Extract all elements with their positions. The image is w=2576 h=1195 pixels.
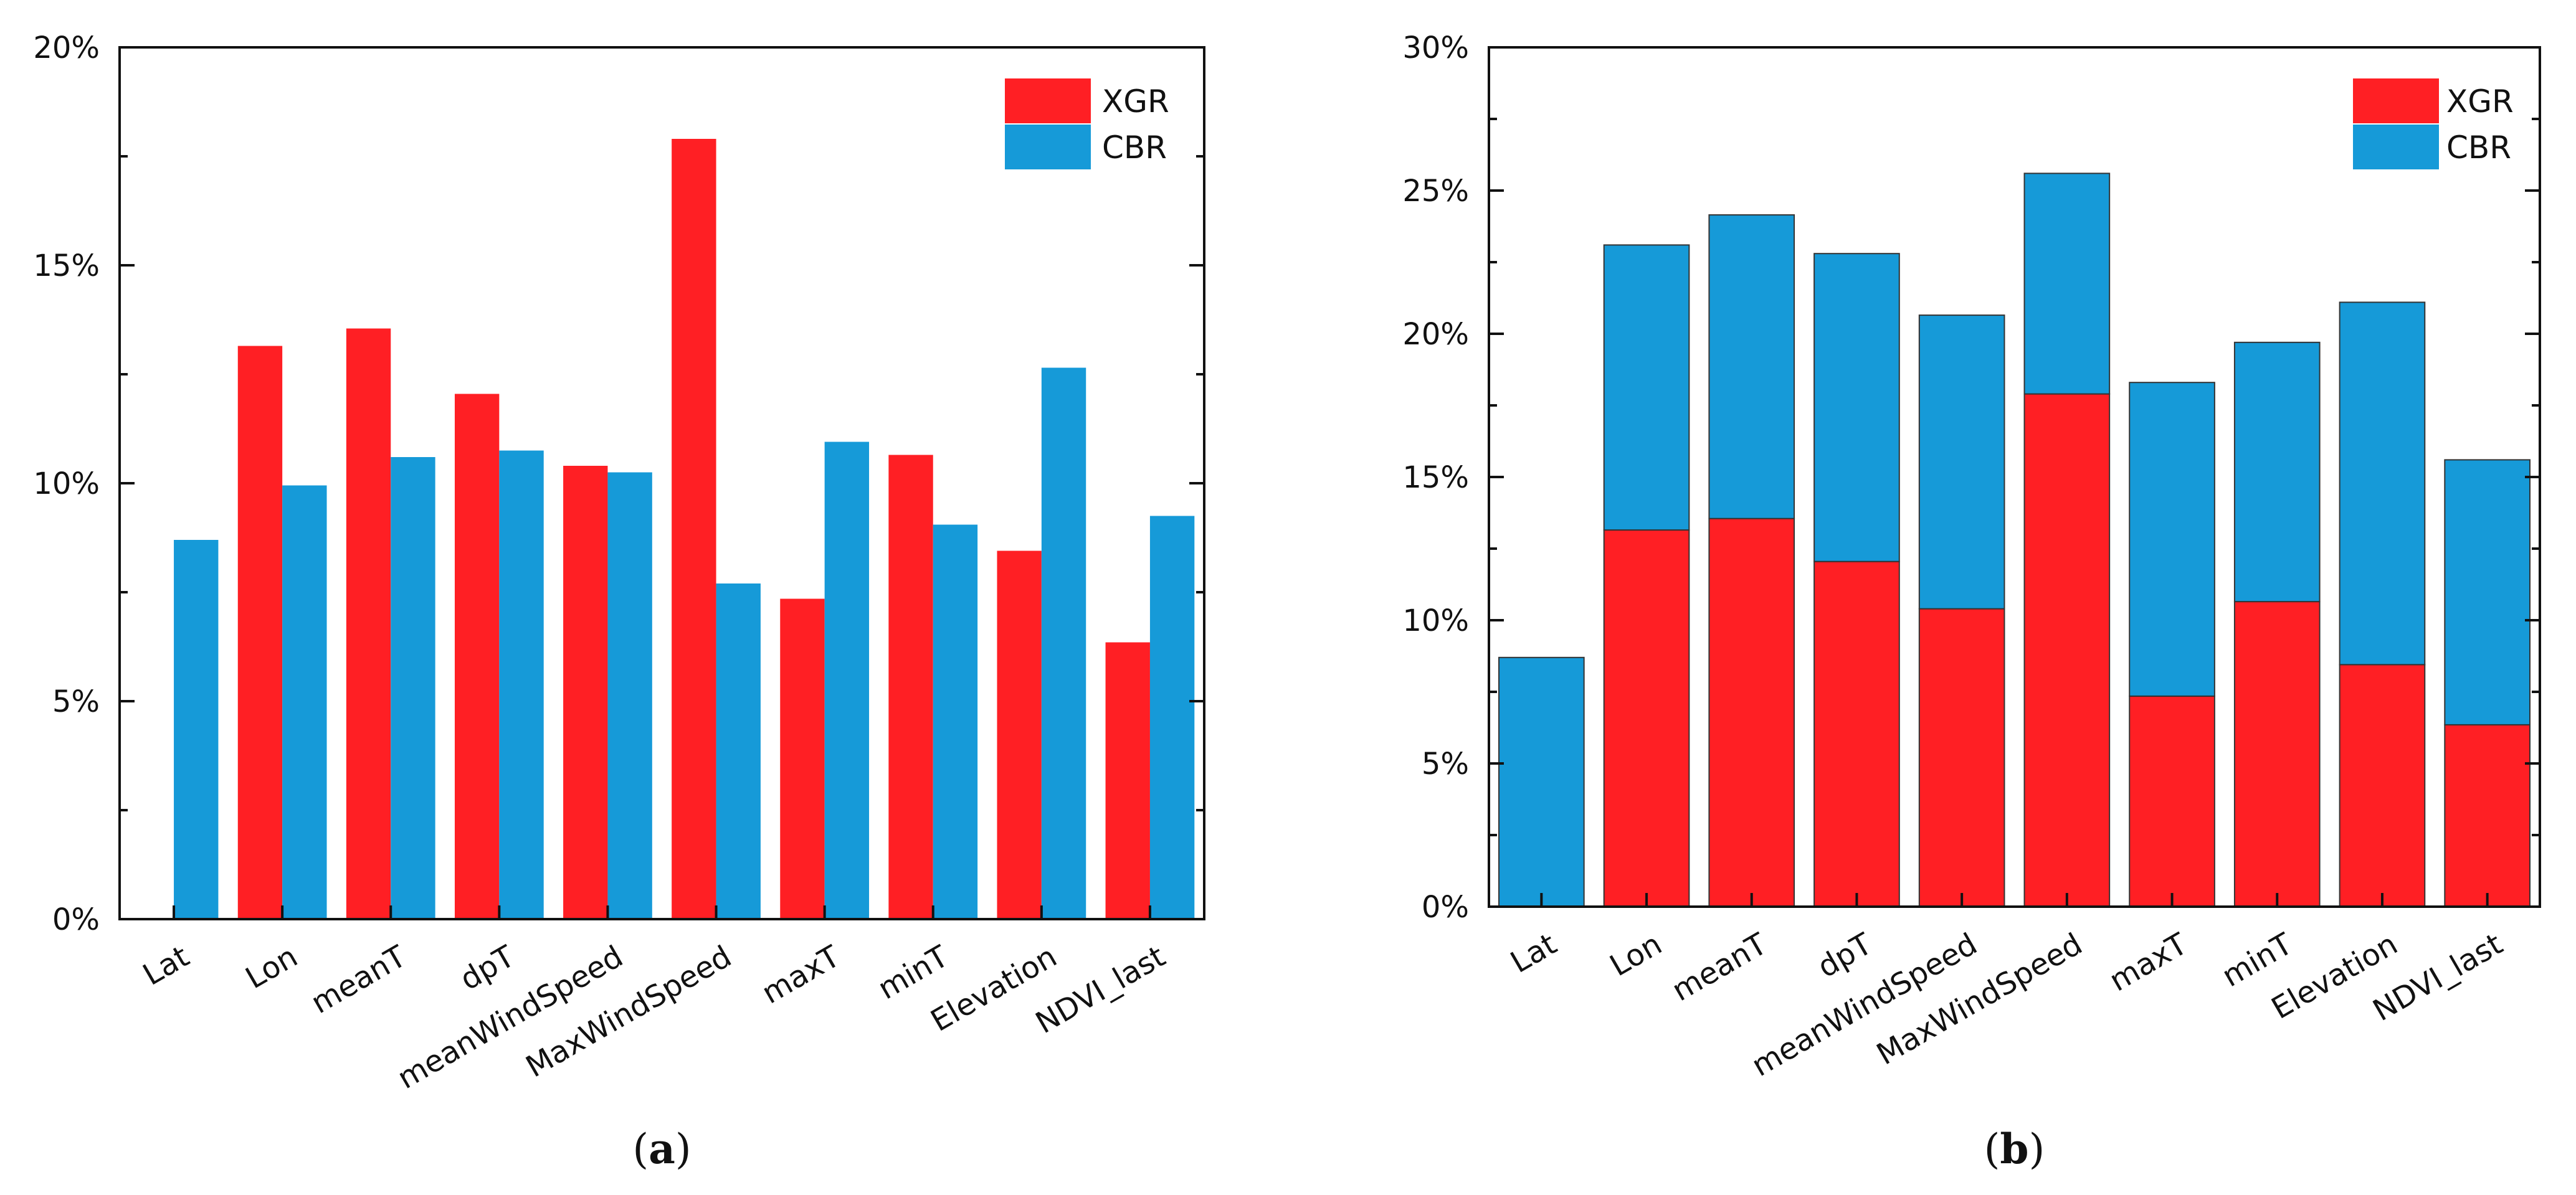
bar-cbr-ndvi-last <box>1149 516 1195 919</box>
bar-cbr-meant <box>391 457 435 919</box>
bar-xgr-meanwindspeed <box>563 466 608 919</box>
bar-xgr-maxt <box>780 598 825 919</box>
bar-cbr-meanwindspeed <box>607 472 652 919</box>
bar-xgr-lon <box>237 346 283 919</box>
bar-cbr-meanwindspeed <box>1918 314 2005 610</box>
y-tick-label-5: 5% <box>52 684 100 719</box>
y-tick-label-30: 30% <box>1402 31 1469 65</box>
bar-xgr-elevation <box>2339 664 2426 908</box>
y-axis-panel-a: 0% 5% 10% 15% 20% <box>33 31 1204 937</box>
bar-cbr-maxt <box>824 442 870 919</box>
x-tick-label-maxt: maxT <box>2104 927 2194 999</box>
bar-cbr-mint <box>933 524 978 919</box>
x-tick-label-lat: Lat <box>137 939 195 993</box>
bar-xgr-meant <box>346 328 391 919</box>
chart-panel-a: 0%5%10%15%20%Lat Lon meanT dpTmeanWindSpeed… <box>33 31 1205 1173</box>
x-tick-label-lon: Lon <box>1604 927 1668 983</box>
y-tick-label-10: 10% <box>1402 603 1469 638</box>
bar-xgr-elevation <box>997 550 1042 919</box>
bar-cbr-meant <box>1708 214 1795 519</box>
legend-panel-a: XGR CBR <box>1005 78 1169 169</box>
x-tick-label-lat: Lat <box>1504 927 1562 980</box>
bar-xgr-mint <box>2233 601 2321 907</box>
bars-panel-a <box>174 139 1195 919</box>
bar-cbr-dpt <box>499 450 544 919</box>
legend-label-cbr: CBR <box>1102 130 1167 166</box>
y-tick-label-15: 15% <box>33 248 100 283</box>
legend-label-xgr: XGR <box>2446 83 2514 120</box>
bar-cbr-lat <box>1498 656 1585 908</box>
bar-cbr-lon <box>1603 244 1690 531</box>
legend-swatch-cbr <box>2353 125 2439 169</box>
panel-label-b: (b) <box>1984 1125 2045 1173</box>
y-tick-label-5: 5% <box>1422 747 1469 782</box>
bar-cbr-lat <box>174 540 219 919</box>
legend-swatch-xgr <box>1005 78 1091 123</box>
bar-xgr-meant <box>1708 517 1795 907</box>
legend-panel-b: XGR CBR <box>2353 78 2514 169</box>
y-tick-label-0: 0% <box>52 902 100 937</box>
bar-xgr-ndvi-last <box>2444 724 2531 908</box>
y-tick-label-0: 0% <box>1422 890 1469 925</box>
y-tick-label-25: 25% <box>1402 174 1469 209</box>
bar-cbr-maxwindspeed <box>2023 172 2111 395</box>
bar-xgr-mint <box>888 455 933 919</box>
y-axis-panel-b: 0% 5% 10% 15% 20% 25% 30% <box>1402 31 2540 925</box>
x-tick-label-dpt: dpT <box>1812 927 1878 985</box>
panel-label-a: (a) <box>632 1125 691 1173</box>
y-tick-label-15: 15% <box>1402 460 1469 495</box>
x-tick-label-meant: meanT <box>1666 927 1773 1009</box>
x-tick-label-lon: Lon <box>240 939 303 996</box>
legend-label-xgr: XGR <box>1102 83 1169 120</box>
bar-xgr-dpt <box>1813 560 1900 907</box>
bar-cbr-dpt <box>1813 253 1900 562</box>
bar-xgr-maxt <box>2129 695 2215 908</box>
bar-xgr-meanwindspeed <box>1918 608 2005 907</box>
x-tick-label-meant: meanT <box>305 939 412 1021</box>
bar-cbr-maxt <box>2129 382 2215 697</box>
legend-swatch-cbr <box>1005 125 1091 169</box>
bar-xgr-dpt <box>454 394 500 919</box>
legend-swatch-xgr <box>2353 78 2439 123</box>
bars-panel-b <box>1498 172 2531 908</box>
bar-xgr-maxwindspeed <box>2023 393 2111 907</box>
bar-xgr-lon <box>1603 529 1690 907</box>
bar-xgr-maxwindspeed <box>672 139 716 919</box>
y-tick-label-10: 10% <box>33 466 100 501</box>
y-tick-label-20: 20% <box>33 31 100 65</box>
bar-cbr-elevation <box>1041 367 1086 919</box>
bar-cbr-ndvi-last <box>2444 459 2531 725</box>
x-tick-label-mint: minT <box>872 939 954 1007</box>
bar-cbr-mint <box>2233 341 2321 603</box>
x-tick-label-dpt: dpT <box>454 939 521 998</box>
x-tick-label-maxt: maxT <box>756 939 847 1011</box>
y-tick-label-20: 20% <box>1402 317 1469 352</box>
bar-cbr-lon <box>282 485 327 919</box>
bar-xgr-ndvi-last <box>1105 642 1150 919</box>
bar-cbr-elevation <box>2339 301 2426 666</box>
bar-cbr-maxwindspeed <box>716 583 761 919</box>
legend-label-cbr: CBR <box>2446 130 2511 166</box>
